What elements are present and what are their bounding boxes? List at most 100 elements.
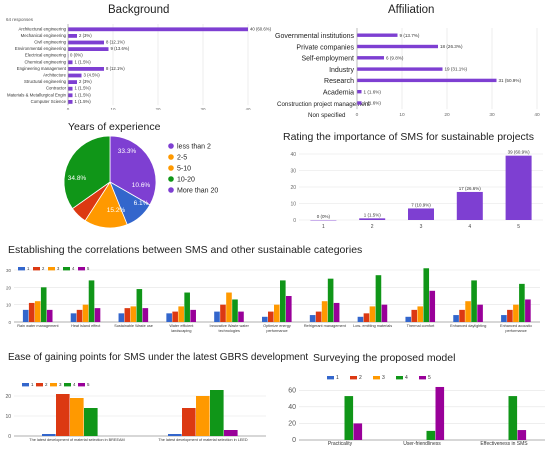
background-bar bbox=[68, 47, 109, 51]
corr-chart-category-label: landscaping bbox=[171, 329, 191, 333]
corr-chart-bar bbox=[118, 313, 125, 322]
corr-chart-bar bbox=[357, 316, 364, 322]
survey-chart-legend-label: 4 bbox=[405, 375, 408, 381]
rating-value-label: 17 (26.6%) bbox=[459, 186, 482, 191]
corr-chart-category-label: technologies bbox=[219, 329, 240, 333]
corr-chart-bar bbox=[405, 316, 412, 322]
background-bar bbox=[68, 93, 73, 98]
ease-chart-bar bbox=[168, 434, 182, 436]
background-category-label: Materials & Metallurgical Engin bbox=[7, 92, 67, 97]
corr-chart-tick-label: 10 bbox=[6, 303, 12, 308]
affiliation-tick-label: 20 bbox=[444, 112, 450, 118]
ease-chart-bar bbox=[42, 434, 56, 436]
affiliation-value-label: 1 (1.6%) bbox=[364, 89, 382, 94]
corr-chart-bar bbox=[88, 280, 95, 322]
corr-chart-bar bbox=[46, 309, 53, 322]
background-value-label: 2 (3%) bbox=[79, 79, 92, 84]
affiliation-value-label: 19 (31.1%) bbox=[445, 67, 468, 72]
survey-chart-legend-label: 5 bbox=[428, 375, 431, 381]
survey-chart-category-label: Practicality bbox=[328, 441, 353, 447]
corr-chart-bar bbox=[411, 309, 418, 322]
background-value-label: 3 (4.5%) bbox=[84, 73, 101, 78]
corr-chart-bar bbox=[429, 290, 436, 322]
corr-chart-bar bbox=[369, 306, 376, 322]
rating-title: Rating the importance of SMS for sustain… bbox=[283, 131, 534, 143]
background-bar bbox=[68, 73, 82, 78]
survey-chart-legend-label: 1 bbox=[336, 375, 339, 381]
background-bar bbox=[68, 27, 248, 32]
corr-chart-bar bbox=[363, 313, 370, 322]
affiliation-category-label: Governmental institutions bbox=[275, 33, 354, 40]
ease-chart-tick-label: 0 bbox=[8, 434, 11, 440]
corr-chart-bar bbox=[453, 315, 459, 322]
survey-chart-legend-swatch bbox=[396, 376, 403, 380]
corr-chart-bar bbox=[190, 309, 196, 322]
affiliation-tick-label: 10 bbox=[399, 112, 405, 118]
background-category-label: Architectural engineering bbox=[18, 26, 66, 31]
corr-chart-legend-swatch bbox=[63, 267, 70, 271]
background-chart: 64 responses 0 10 20 30 40 Architectural engin… bbox=[6, 17, 272, 110]
rating-bar bbox=[408, 208, 434, 220]
background-bar bbox=[68, 67, 104, 71]
background-tick-label: 30 bbox=[200, 107, 206, 110]
rating-category-label: 4 bbox=[468, 224, 471, 230]
ease-chart-bar bbox=[182, 408, 196, 436]
pie-slice-label: 33.3% bbox=[118, 148, 137, 155]
background-value-label: 1 (1.5%) bbox=[75, 92, 92, 97]
survey-chart-tick-label: 20 bbox=[288, 420, 296, 427]
corr-chart-bar bbox=[423, 268, 430, 322]
ease-chart-category-label: The latest development of material selec… bbox=[29, 438, 124, 442]
rating-category-label: 2 bbox=[371, 224, 374, 230]
pie-slice-label: 15.2% bbox=[107, 207, 126, 214]
corr-chart-bar bbox=[214, 311, 220, 322]
affiliation-category-label: Construction project management bbox=[277, 101, 370, 108]
pie-legend-label: 10-20 bbox=[177, 177, 195, 184]
affiliation-value-label: 9 (13.7%) bbox=[400, 33, 420, 38]
rating-bar bbox=[456, 191, 483, 220]
years-pie-chart: 33.3% 10.6% 15.2% 6.1% 34.8% less than 2 2-5 5-… bbox=[63, 135, 218, 229]
corr-chart-category-label: Rain water management bbox=[17, 324, 59, 328]
corr-chart-category-label: Innovative Waste water bbox=[210, 324, 250, 328]
corr-chart-bar bbox=[519, 283, 525, 322]
corr-chart-legend-label: 4 bbox=[72, 266, 75, 271]
survey-chart-tick-label: 40 bbox=[288, 404, 296, 411]
corr-chart-bar bbox=[525, 299, 531, 322]
ease-chart-legend-label: 1 bbox=[31, 382, 34, 387]
corr-chart-category-label: Heat island effect bbox=[71, 324, 101, 328]
rating-bar bbox=[359, 218, 386, 220]
survey-chart-tick-label: 0 bbox=[292, 437, 296, 444]
survey-chart-legend-swatch bbox=[350, 376, 357, 380]
ease-chart-bar bbox=[70, 398, 84, 436]
affiliation-bar bbox=[357, 67, 443, 71]
background-category-label: Civil engineering bbox=[34, 40, 66, 45]
corr-chart-bar bbox=[82, 304, 89, 322]
corr-chart-legend-swatch bbox=[18, 267, 25, 271]
corr-chart-bar bbox=[381, 304, 388, 322]
corr-chart-bar bbox=[184, 292, 190, 322]
affiliation-tick-label: 40 bbox=[534, 112, 540, 118]
survey-chart-bar bbox=[508, 396, 518, 440]
corr-chart-bar bbox=[136, 289, 143, 322]
corr-chart-category-label: performance bbox=[505, 329, 526, 333]
survey-chart-bar bbox=[344, 396, 354, 440]
rating-tick-label: 0 bbox=[293, 218, 296, 224]
background-value-label: 8 (12.1%) bbox=[106, 66, 125, 71]
background-title: Background bbox=[108, 4, 170, 16]
background-bar bbox=[68, 34, 77, 38]
survey-title: Surveying the proposed model bbox=[313, 352, 456, 364]
corr-chart-bar bbox=[280, 280, 286, 322]
background-tick-label: 0 bbox=[67, 107, 70, 110]
rating-tick-label: 10 bbox=[290, 202, 296, 208]
correlations-title: Establishing the correlations between SM… bbox=[8, 244, 363, 256]
pie-legend-swatch bbox=[168, 154, 174, 160]
corr-chart-tick-label: 30 bbox=[6, 268, 12, 273]
corr-chart-bar bbox=[28, 302, 35, 322]
affiliation-bar bbox=[357, 56, 384, 60]
pie-legend-swatch bbox=[168, 176, 174, 182]
corr-chart-legend-label: 5 bbox=[87, 266, 90, 271]
survey-chart-legend-swatch bbox=[419, 376, 426, 380]
background-tick-label: 40 bbox=[245, 107, 251, 110]
corr-chart-category-label: Enhanced daylighting bbox=[450, 324, 486, 328]
background-bar bbox=[68, 86, 73, 91]
affiliation-category-label: Non specified bbox=[308, 112, 346, 119]
